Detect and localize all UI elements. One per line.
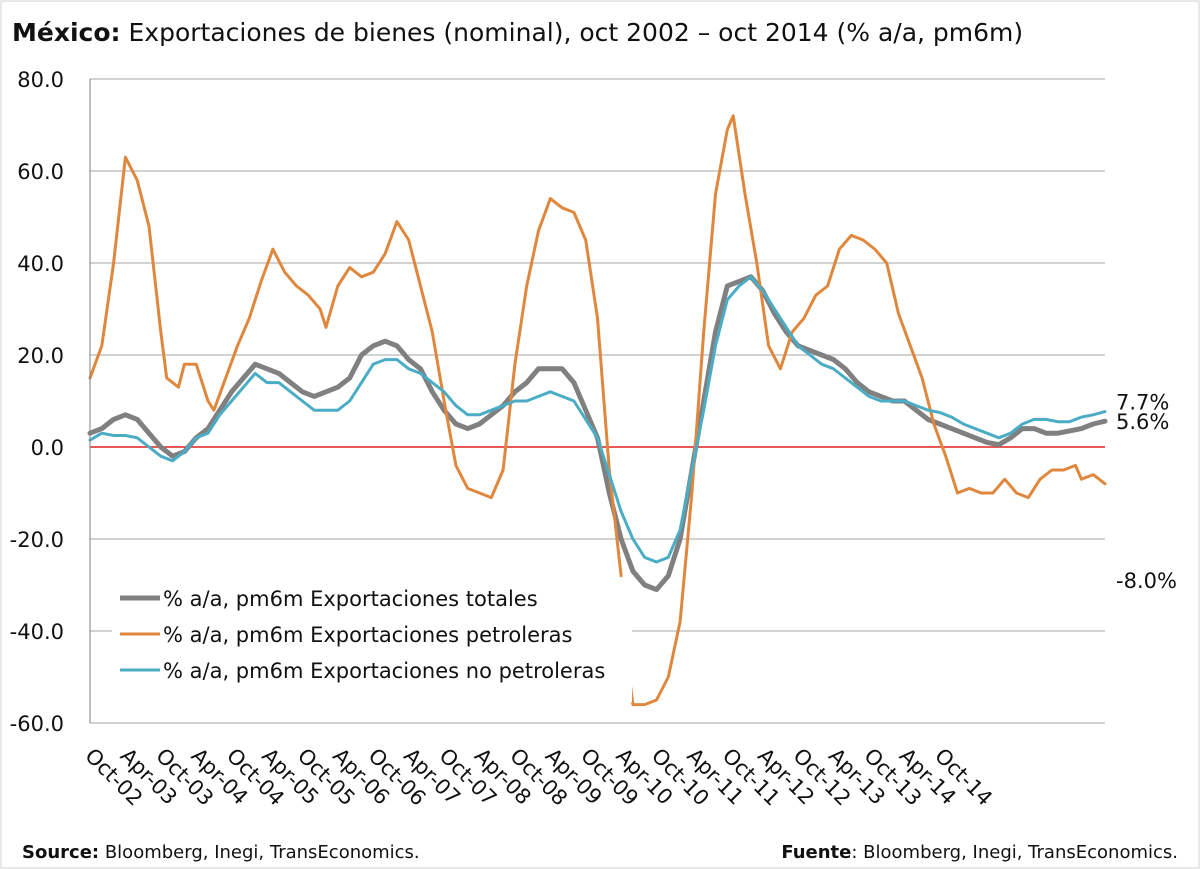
end-value-label: 7.7% [1116,391,1169,415]
title-rest: Exportaciones de bienes (nominal), oct 2… [120,18,1024,47]
end-value-label: -8.0% [1116,569,1177,593]
end-value-label: 5.6% [1116,410,1169,434]
source-left: Source: Bloomberg, Inegi, TransEconomics… [22,842,420,863]
source-left-text: Bloomberg, Inegi, TransEconomics. [99,842,420,863]
y-tick-label: 20.0 [17,344,64,368]
y-tick-label: 60.0 [17,160,64,184]
source-right-text: : Bloomberg, Inegi, TransEconomics. [851,842,1178,863]
series-line-2 [625,114,1107,707]
series-line-1 [88,155,623,578]
legend-label: % a/a, pm6m Exportaciones totales [163,587,538,611]
y-tick-label: 0.0 [31,436,64,460]
source-left-label: Source: [22,842,100,863]
y-tick-label: -20.0 [10,528,64,552]
chart-title: México: Exportaciones de bienes (nominal… [12,18,1023,47]
source-right-label: Fuente [781,842,852,863]
series-line-3 [88,275,1107,564]
legend-box [112,578,632,702]
legend-label: % a/a, pm6m Exportaciones petroleras [163,623,572,647]
source-right: Fuente: Bloomberg, Inegi, TransEconomics… [781,842,1178,863]
legend-label: % a/a, pm6m Exportaciones no petroleras [163,659,605,683]
title-bold: México: [12,18,121,47]
y-tick-label: 80.0 [17,68,64,92]
y-tick-label: -60.0 [10,712,64,736]
y-tick-label: 40.0 [17,252,64,276]
y-tick-label: -40.0 [10,620,64,644]
